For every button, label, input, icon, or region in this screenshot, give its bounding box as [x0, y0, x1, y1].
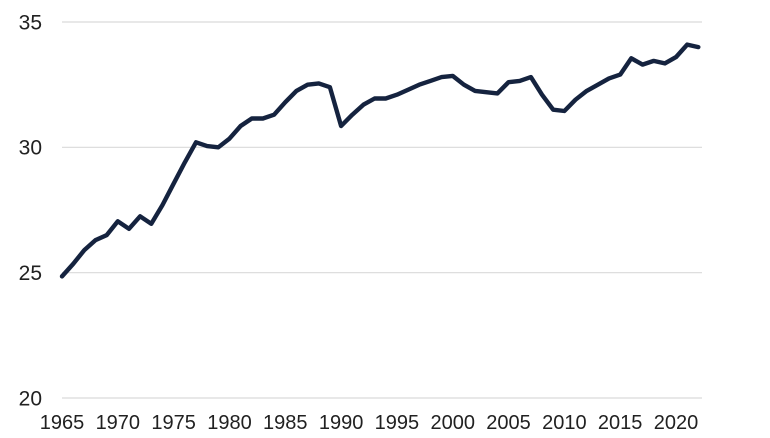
x-tick-label: 1975 — [151, 412, 196, 434]
x-tick-label: 2005 — [486, 412, 531, 434]
x-tick-label: 2000 — [430, 412, 475, 434]
x-tick-label: 1970 — [96, 412, 141, 434]
y-tick-label: 30 — [19, 137, 42, 160]
y-tick-label: 25 — [19, 262, 42, 285]
data-series-line — [59, 42, 701, 279]
x-tick-label: 1965 — [40, 412, 85, 434]
x-tick-label: 2020 — [654, 412, 699, 434]
gridlines-group — [62, 21, 702, 399]
x-tick-label: 1990 — [319, 412, 364, 434]
series-group — [59, 42, 701, 279]
x-axis-labels-group: 1965 1970 1975 1980 1985 1990 1995 2000 2005 2010… — [40, 412, 699, 434]
x-tick-label: 2010 — [542, 412, 587, 434]
x-tick-label: 1995 — [375, 412, 420, 434]
x-tick-label: 1980 — [207, 412, 252, 434]
y-tick-label: 35 — [19, 11, 42, 34]
x-tick-label: 1985 — [263, 412, 308, 434]
x-tick-label: 2015 — [598, 412, 643, 434]
y-tick-label: 20 — [19, 387, 42, 410]
y-axis-labels-group: 35 30 25 20 — [19, 11, 42, 410]
